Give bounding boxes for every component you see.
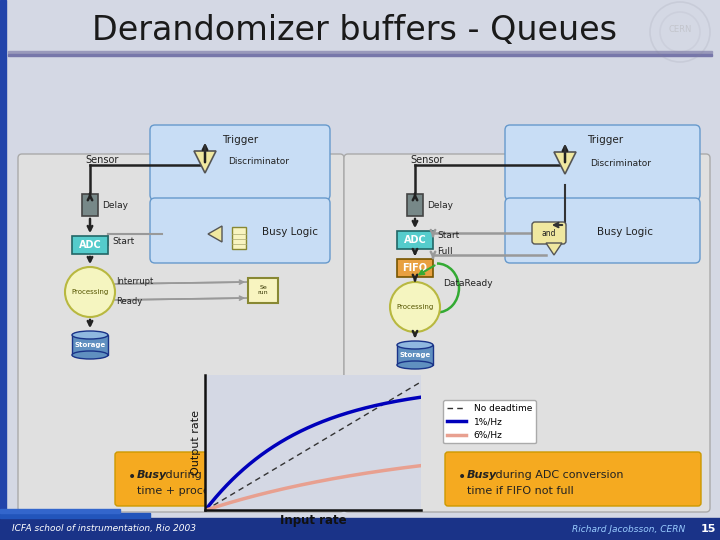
Text: Storage: Storage [74, 342, 106, 348]
FancyBboxPatch shape [505, 198, 700, 263]
Text: Busy Logic: Busy Logic [262, 227, 318, 237]
Ellipse shape [72, 351, 108, 359]
Text: Sensor: Sensor [410, 155, 444, 165]
Text: •: • [458, 470, 467, 484]
Bar [397, 231, 433, 249]
Text: Start: Start [437, 231, 459, 240]
Bar [248, 278, 278, 303]
Circle shape [390, 282, 440, 332]
Text: •: • [128, 470, 136, 484]
Text: CERN: CERN [668, 25, 692, 35]
FancyBboxPatch shape [344, 154, 710, 512]
Legend: No deadtime, 1%/Hz, 6%/Hz: No deadtime, 1%/Hz, 6%/Hz [443, 400, 536, 443]
Ellipse shape [397, 341, 433, 349]
Bar [407, 194, 423, 216]
Text: Busy: Busy [137, 470, 167, 480]
Text: time + processing time: time + processing time [137, 486, 267, 496]
Text: DataReady: DataReady [443, 279, 492, 287]
Text: Discriminator: Discriminator [590, 159, 651, 167]
Bar [0, 0, 6, 518]
FancyBboxPatch shape [115, 452, 326, 506]
Text: Derandomizer buffers - Queues: Derandomizer buffers - Queues [92, 14, 618, 46]
Text: Trigger: Trigger [222, 135, 258, 145]
Text: Delay: Delay [102, 200, 128, 210]
Text: Delay: Delay [427, 200, 453, 210]
Polygon shape [554, 152, 576, 174]
FancyBboxPatch shape [150, 198, 330, 263]
Text: 15: 15 [701, 524, 716, 534]
Text: ADC: ADC [78, 240, 102, 250]
Circle shape [65, 267, 115, 317]
Text: ICFA school of instrumentation, Rio 2003: ICFA school of instrumentation, Rio 2003 [12, 524, 196, 534]
Text: Trigger: Trigger [587, 135, 623, 145]
Bar [0, 518, 720, 540]
FancyBboxPatch shape [532, 222, 566, 244]
Ellipse shape [397, 361, 433, 369]
Text: during ADC conversion: during ADC conversion [162, 470, 294, 480]
X-axis label: Input rate: Input rate [280, 515, 346, 528]
Polygon shape [546, 243, 562, 255]
Text: FIFO: FIFO [402, 263, 428, 273]
Text: Processing: Processing [71, 289, 109, 295]
Ellipse shape [72, 331, 108, 339]
Text: Discriminator: Discriminator [228, 158, 289, 166]
Text: Busy: Busy [467, 470, 498, 480]
Bar [8, 51, 712, 53]
Bar [397, 345, 433, 365]
Text: Busy Logic: Busy Logic [597, 227, 653, 237]
Text: Interrupt: Interrupt [116, 278, 153, 287]
Bar [72, 335, 108, 355]
Text: and: and [541, 228, 557, 238]
Text: ADC: ADC [404, 235, 426, 245]
Bar [82, 194, 98, 216]
Text: Richard Jacobsson, CERN: Richard Jacobsson, CERN [572, 524, 685, 534]
FancyBboxPatch shape [505, 125, 700, 200]
Text: Start: Start [112, 237, 134, 246]
Text: Ready: Ready [116, 298, 143, 307]
Bar [0, 513, 150, 518]
Bar [232, 227, 246, 249]
Bar [0, 509, 120, 513]
Polygon shape [194, 151, 216, 173]
Text: Se
run: Se run [258, 285, 269, 295]
Bar [8, 54, 712, 56]
Text: Full: Full [437, 247, 453, 256]
Y-axis label: Output rate: Output rate [191, 410, 201, 475]
FancyBboxPatch shape [445, 452, 701, 506]
Bar [397, 259, 433, 277]
Text: during ADC conversion: during ADC conversion [492, 470, 624, 480]
FancyBboxPatch shape [150, 125, 330, 200]
FancyBboxPatch shape [18, 154, 344, 512]
Bar [72, 236, 108, 254]
Text: Storage: Storage [400, 352, 431, 358]
Text: time if FIFO not full: time if FIFO not full [467, 486, 574, 496]
Polygon shape [208, 226, 222, 242]
Text: Processing: Processing [397, 304, 433, 310]
Text: Sensor: Sensor [85, 155, 118, 165]
